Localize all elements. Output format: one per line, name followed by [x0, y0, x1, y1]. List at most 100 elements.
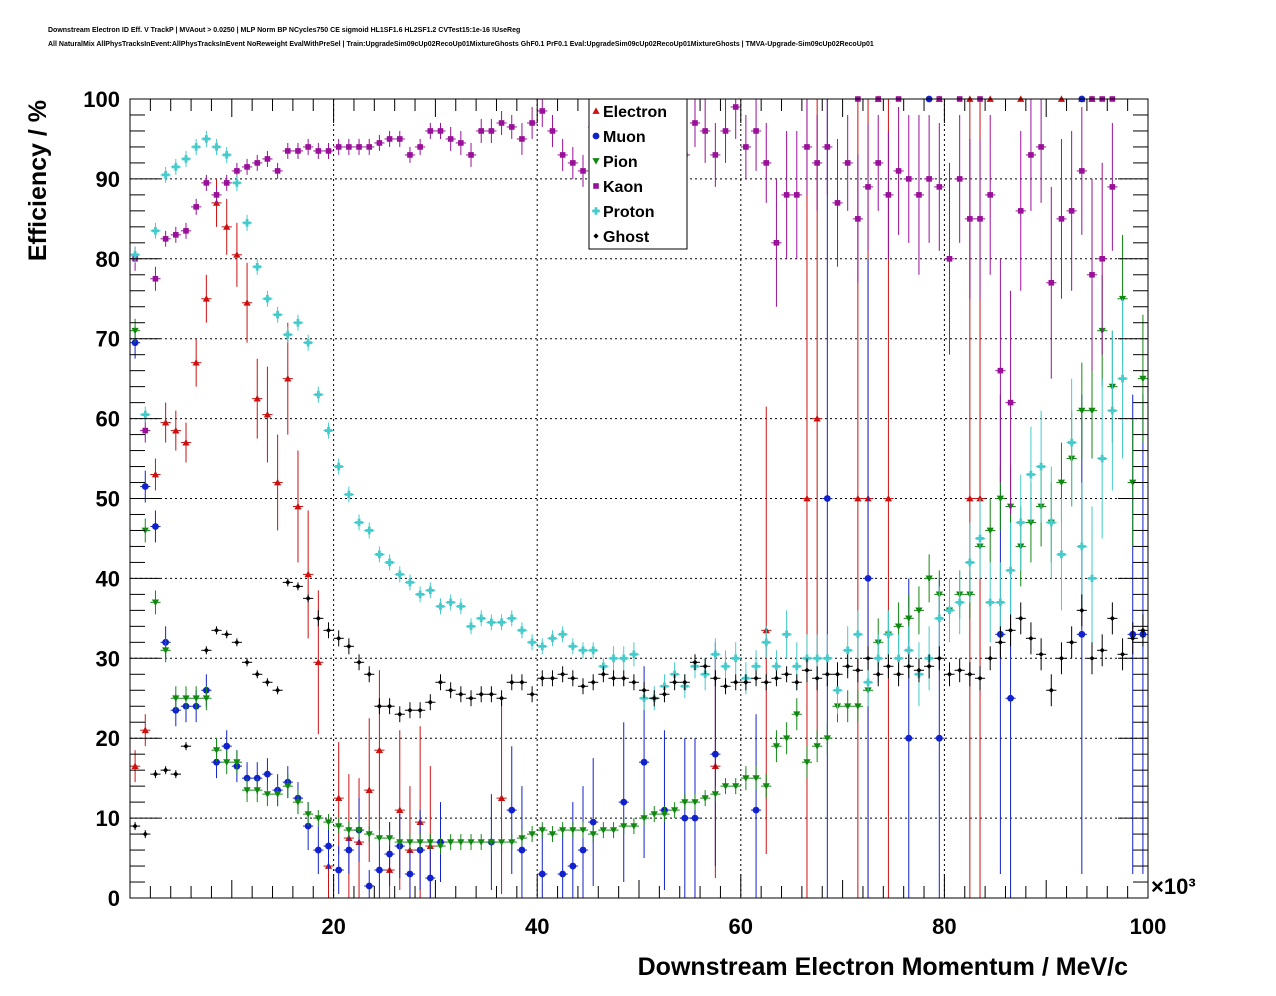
electron-point: [262, 366, 273, 463]
proton-marker: [457, 602, 465, 611]
proton-marker: [212, 143, 221, 151]
ghost-marker: [468, 695, 474, 701]
electron-point: [140, 714, 151, 747]
muon-point: [140, 470, 151, 503]
ghost-marker: [763, 679, 769, 685]
ghost-marker: [1109, 615, 1115, 621]
proton-marker: [955, 598, 964, 607]
pion-marker: [447, 839, 455, 846]
muon-marker: [589, 818, 597, 826]
ghost-point: [394, 706, 405, 723]
ghost-marker: [865, 655, 871, 661]
kaon-point: [903, 114, 914, 243]
kaon-point: [873, 114, 884, 211]
proton-marker: [477, 614, 486, 623]
ghost-marker: [794, 679, 800, 685]
legend-label-muon: Muon: [603, 129, 646, 146]
proton-marker: [996, 598, 1005, 607]
proton-point: [140, 406, 151, 423]
electron-marker: [396, 806, 404, 813]
y-axis-title: Efficiency / %: [24, 100, 52, 261]
ghost-point: [516, 674, 528, 691]
pion-marker: [548, 831, 557, 838]
proton-marker: [161, 171, 170, 179]
ghost-point: [832, 662, 843, 687]
electron-marker: [141, 726, 149, 734]
ghost-point: [476, 686, 487, 703]
proton-point: [852, 610, 863, 659]
pion-marker: [284, 783, 292, 790]
proton-point: [231, 174, 242, 191]
muon-point: [862, 258, 874, 898]
electron-point: [170, 410, 181, 451]
muon-point: [750, 714, 762, 898]
ghost-point: [710, 670, 721, 687]
ghost-point: [873, 662, 884, 687]
kaon-marker: [987, 192, 994, 198]
pion-marker: [660, 811, 669, 818]
proton-point: [384, 554, 395, 571]
ghost-marker: [264, 679, 271, 685]
pion-marker: [477, 839, 485, 846]
muon-point: [506, 746, 517, 875]
kaon-point: [455, 130, 466, 155]
kaon-marker: [244, 164, 250, 170]
proton-marker: [202, 135, 211, 143]
kaon-marker: [722, 128, 729, 134]
kaon-marker: [763, 160, 770, 166]
ghost-marker: [600, 671, 606, 677]
proton-marker: [1016, 518, 1025, 527]
ghost-point: [598, 666, 609, 683]
ghost-marker: [702, 663, 708, 669]
proton-point: [985, 562, 996, 643]
proton-point: [455, 598, 466, 615]
proton-marker: [283, 330, 292, 339]
electron-marker: [294, 502, 302, 510]
pion-point: [374, 830, 385, 847]
kaon-marker: [295, 148, 301, 154]
ghost-point: [425, 694, 436, 711]
proton-point: [557, 626, 568, 643]
ghost-marker: [682, 679, 688, 685]
proton-point: [241, 214, 253, 231]
kaon-marker: [1028, 152, 1034, 158]
proton-marker: [579, 646, 587, 655]
series-pion: [130, 234, 1148, 855]
kaon-marker: [1089, 271, 1095, 278]
muon-point: [150, 510, 161, 543]
proton-marker: [1098, 454, 1106, 463]
pion-point: [496, 834, 507, 851]
ghost-point: [791, 674, 802, 691]
x-axis-title: Downstream Electron Momentum / MeV/c: [638, 953, 1128, 981]
legend-marker-muon: [592, 132, 600, 140]
legend: Electron Muon Pion Kaon Proton Ghost: [588, 98, 688, 250]
proton-marker: [548, 634, 557, 643]
muon-marker: [345, 846, 353, 854]
proton-point: [944, 578, 955, 643]
kaon-marker: [346, 144, 352, 150]
proton-marker: [233, 179, 241, 187]
kaon-marker: [407, 152, 413, 158]
muon-point: [822, 99, 833, 898]
ghost-point: [282, 578, 293, 587]
pion-point: [689, 794, 701, 811]
proton-marker: [854, 630, 862, 639]
pion-marker: [762, 783, 770, 790]
pion-marker: [650, 811, 658, 818]
pion-marker: [905, 615, 913, 622]
y-tick-label: 40: [96, 566, 120, 591]
proton-marker: [874, 654, 883, 663]
ghost-point: [822, 662, 833, 687]
ghost-point: [1036, 638, 1047, 671]
muon-marker: [152, 523, 159, 530]
pion-marker: [589, 831, 597, 838]
ghost-marker: [946, 671, 953, 677]
y-tick-label: 100: [83, 87, 120, 112]
pion-marker: [1088, 407, 1096, 415]
kaon-marker: [183, 228, 189, 234]
kaon-marker: [712, 152, 719, 158]
pion-point: [303, 802, 314, 827]
muon-marker: [681, 814, 689, 822]
muon-point: [618, 722, 629, 883]
kaon-point: [394, 130, 405, 147]
